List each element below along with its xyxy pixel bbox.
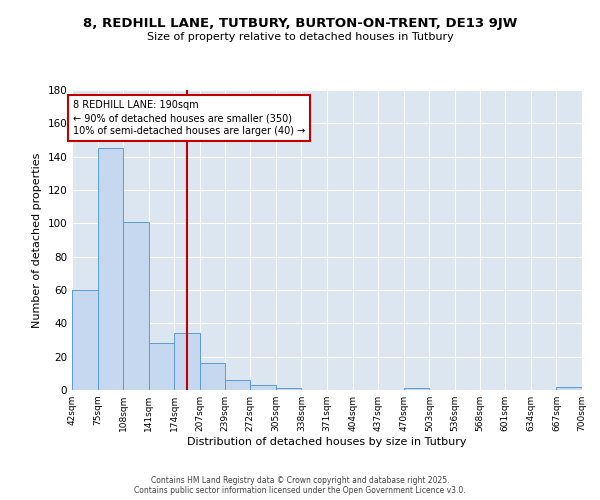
Bar [556, 386, 582, 390]
Text: Contains HM Land Registry data © Crown copyright and database right 2025.: Contains HM Land Registry data © Crown c… [151, 476, 449, 485]
Bar [72, 290, 98, 390]
Bar [149, 344, 175, 390]
Bar [276, 388, 301, 390]
Y-axis label: Number of detached properties: Number of detached properties [32, 152, 42, 328]
Bar [123, 222, 149, 390]
Bar [175, 334, 200, 390]
Text: Size of property relative to detached houses in Tutbury: Size of property relative to detached ho… [146, 32, 454, 42]
Bar [98, 148, 123, 390]
Bar [250, 385, 276, 390]
X-axis label: Distribution of detached houses by size in Tutbury: Distribution of detached houses by size … [187, 437, 467, 447]
Bar [404, 388, 430, 390]
Text: 8, REDHILL LANE, TUTBURY, BURTON-ON-TRENT, DE13 9JW: 8, REDHILL LANE, TUTBURY, BURTON-ON-TREN… [83, 18, 517, 30]
Bar [224, 380, 250, 390]
Bar [200, 364, 224, 390]
Text: 8 REDHILL LANE: 190sqm
← 90% of detached houses are smaller (350)
10% of semi-de: 8 REDHILL LANE: 190sqm ← 90% of detached… [73, 100, 305, 136]
Text: Contains public sector information licensed under the Open Government Licence v3: Contains public sector information licen… [134, 486, 466, 495]
